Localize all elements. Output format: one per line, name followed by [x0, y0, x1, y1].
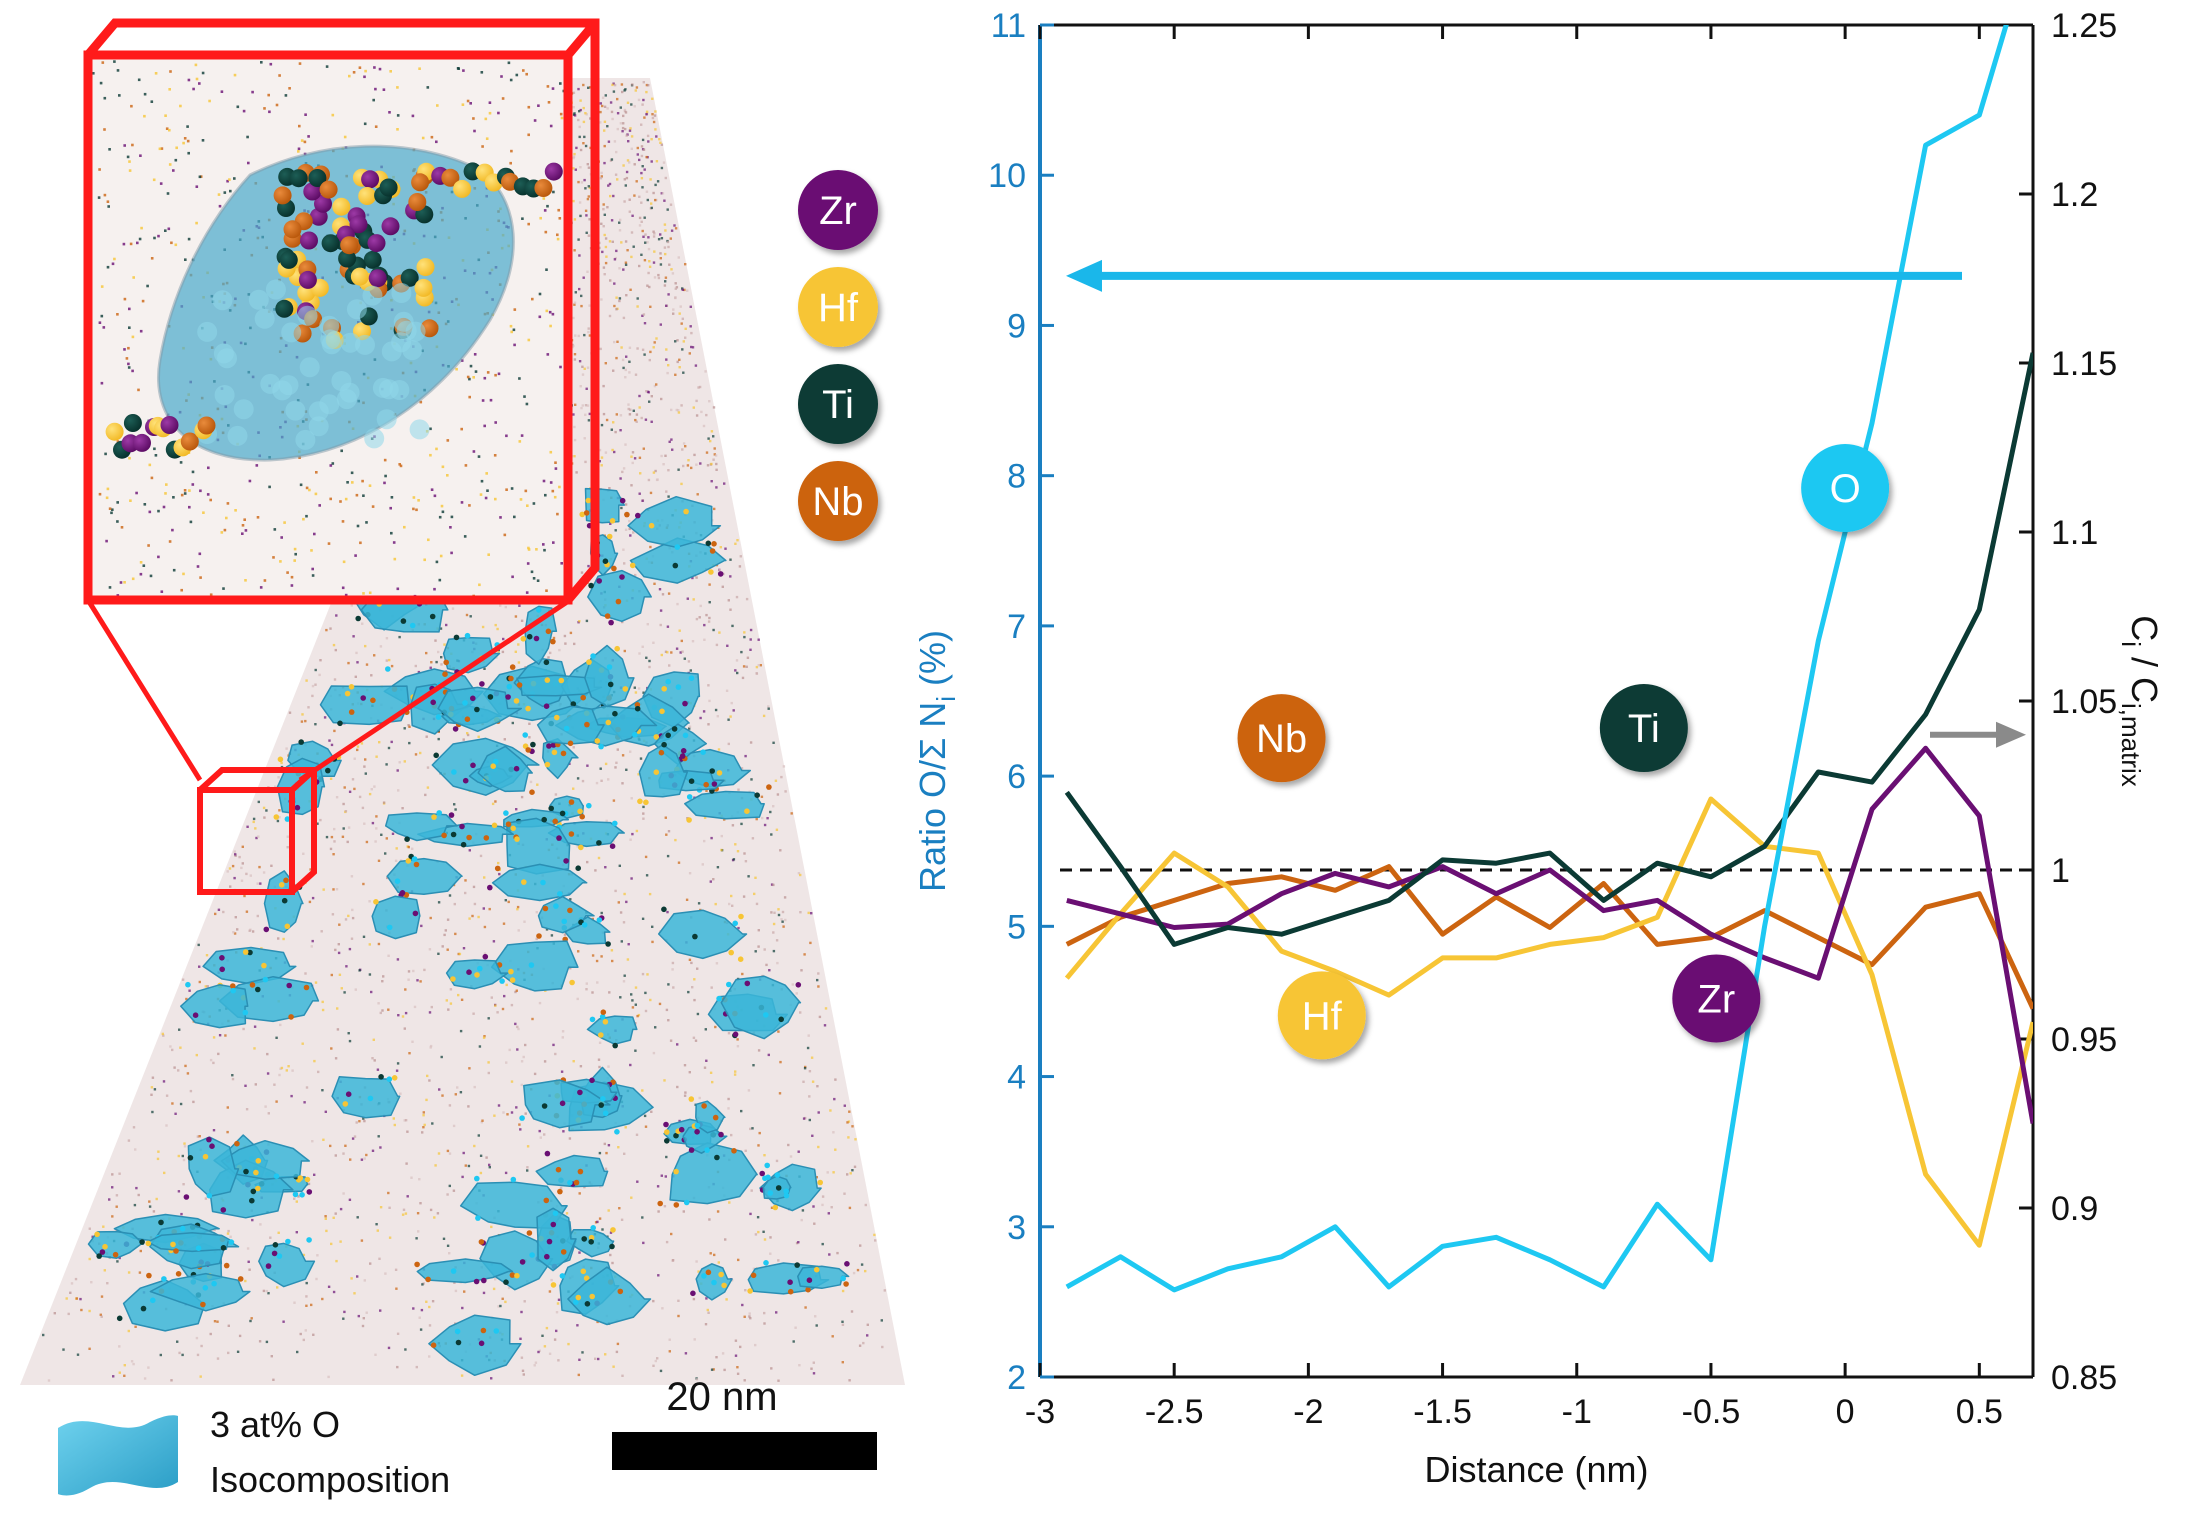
iso-surface-icon	[58, 1415, 178, 1496]
y-left-tick-label: 7	[1007, 608, 1026, 646]
x-tick-label: -2	[1293, 1393, 1323, 1431]
series-lines	[1064, 25, 2033, 1293]
x-tick-label: 0.5	[1956, 1393, 2003, 1431]
reconstruction-volume	[20, 78, 905, 1385]
series-line-o	[1065, 25, 2009, 1293]
series-line-nb	[1065, 864, 2033, 1010]
element-badge-zr-circle	[798, 170, 878, 250]
annotation-ti-circle	[1599, 684, 1688, 773]
x-tick-label: -0.5	[1682, 1393, 1741, 1431]
y-left-tick-label: 3	[1007, 1209, 1026, 1247]
annotation-o: O	[1801, 444, 1890, 533]
annotation-o-label: O	[1830, 467, 1861, 511]
y-right-tick-label: 1.25	[2051, 7, 2117, 45]
y-left-tick-label: 11	[991, 7, 1026, 45]
annotation-nb-circle	[1237, 694, 1326, 783]
zoom-connector	[85, 597, 572, 783]
y-right-tick-label: 1.2	[2051, 176, 2098, 214]
element-badge-hf: Hf	[798, 267, 878, 347]
element-badge-hf-label: Hf	[818, 286, 859, 330]
annotation-hf-label: Hf	[1302, 994, 1343, 1038]
series-line-hf	[1064, 796, 2033, 1248]
y-left-tick-label: 9	[1007, 307, 1026, 345]
annotation-ti-label: Ti	[1628, 707, 1660, 751]
isocomposition-legend: 3 at% O Isocomposition	[58, 1404, 450, 1500]
y-right-tick-label: 1.1	[2051, 514, 2098, 552]
iso-legend-line2: Isocomposition	[210, 1459, 450, 1500]
left-axis-arrow-head	[1066, 259, 1102, 292]
right-axis-arrow-head	[1996, 721, 2026, 748]
x-tick-label: 0	[1836, 1393, 1855, 1431]
scale-bar: 20 nm	[612, 1375, 877, 1470]
inset-zoom-box	[83, 18, 600, 605]
series-line-ti	[1064, 352, 2033, 947]
profile-chart: -3 -2.5 -2 -1.5 -1 -0.5 0 0.5 2 3 4 5 6 7 8 9 10 11 0.85 0.…	[912, 7, 2165, 1490]
element-badge-hf-circle	[798, 267, 878, 347]
y-right-tick-label: 1	[2051, 852, 2070, 890]
y-right-tick-label: 1.05	[2051, 683, 2117, 721]
annotation-zr-circle	[1672, 954, 1761, 1043]
scale-bar-label: 20 nm	[666, 1375, 777, 1419]
annotation-ti: Ti	[1599, 684, 1688, 773]
x-tick-label: -1	[1562, 1393, 1592, 1431]
annotation-o-circle	[1801, 444, 1890, 533]
element-badge-nb-circle	[798, 461, 878, 541]
element-badge-legend: Zr Hf Ti Nb	[798, 170, 878, 541]
element-badge-zr: Zr	[798, 170, 878, 250]
x-tick-label: -2.5	[1145, 1393, 1204, 1431]
series-line-zr	[1066, 745, 2033, 1124]
annotation-hf: Hf	[1277, 971, 1366, 1060]
element-badge-zr-label: Zr	[819, 189, 857, 233]
y-left-tick-label: 4	[1007, 1059, 1026, 1097]
iso-legend-line1: 3 at% O	[210, 1404, 340, 1445]
annotation-zr: Zr	[1672, 954, 1761, 1043]
x-tick-label: -1.5	[1413, 1393, 1472, 1431]
element-badge-ti: Ti	[798, 364, 878, 444]
selection-box-small	[197, 767, 317, 895]
y-right-axis-title: Ci / Ci,matrix	[2116, 615, 2165, 787]
annotation-nb-label: Nb	[1256, 717, 1307, 761]
y-right-tick-label: 0.85	[2051, 1359, 2117, 1397]
annotation-zr-label: Zr	[1697, 977, 1735, 1021]
element-badge-ti-label: Ti	[822, 383, 854, 427]
y-left-tick-label: 10	[988, 157, 1026, 195]
element-badge-nb: Nb	[798, 461, 878, 541]
y-right-tick-label: 0.95	[2051, 1021, 2117, 1059]
scale-bar-line	[612, 1432, 877, 1470]
y-left-tick-label: 8	[1007, 458, 1026, 496]
x-axis-title: Distance (nm)	[1424, 1449, 1648, 1490]
annotation-nb: Nb	[1237, 694, 1326, 783]
y-right-tick-label: 0.9	[2051, 1190, 2098, 1228]
y-left-tick-label: 6	[1007, 758, 1026, 796]
element-badge-ti-circle	[798, 364, 878, 444]
chart-plot-area: -3 -2.5 -2 -1.5 -1 -0.5 0 0.5 2 3 4 5 6 7 8 9 10 11 0.85 0.…	[912, 7, 2165, 1490]
x-tick-label: -3	[1025, 1393, 1055, 1431]
annotation-hf-circle	[1277, 971, 1366, 1060]
y-left-axis-title: Ratio O/Σ Ni (%)	[912, 630, 961, 892]
inset-atoms	[105, 162, 563, 459]
element-badge-nb-label: Nb	[812, 480, 863, 524]
y-right-tick-label: 1.15	[2051, 345, 2117, 383]
y-left-tick-label: 5	[1007, 908, 1026, 946]
y-left-tick-label: 2	[1007, 1359, 1026, 1397]
